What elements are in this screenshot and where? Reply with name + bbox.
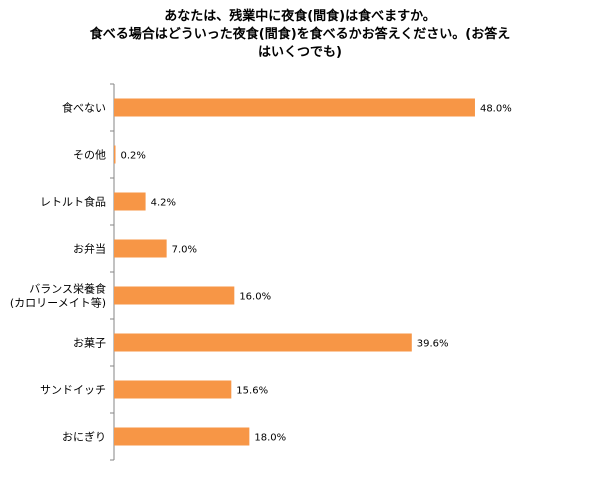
bar (114, 145, 116, 164)
bar (114, 333, 412, 352)
value-label: 0.2% (121, 151, 146, 162)
bar (114, 192, 146, 211)
category-label: バランス栄養食 (29, 282, 106, 296)
value-label: 16.0% (239, 292, 271, 303)
bar (114, 427, 250, 446)
chart-title-line-1: あなたは、残業中に夜食(間食)は食べますか。 (164, 9, 436, 24)
value-label: 15.6% (236, 386, 268, 397)
chart-title: あなたは、残業中に夜食(間食)は食べますか。 食べる場合はどういった夜食(間食)… (40, 8, 560, 62)
bar (114, 98, 475, 117)
category-label: 食べない (62, 101, 106, 115)
category-label: (カロリーメイト等) (10, 296, 106, 310)
bars-layer: 48.0% 食べない 0.2% その他 4.2% レトルト食品 7.0% お弁当 16.0% バラ… (10, 83, 512, 461)
bar (114, 286, 235, 305)
value-label: 7.0% (172, 245, 197, 256)
category-label: おにぎり (62, 430, 106, 444)
category-label: サンドイッチ (40, 384, 106, 397)
value-label: 48.0% (480, 104, 512, 115)
value-label: 39.6% (417, 339, 449, 350)
value-label: 4.2% (151, 198, 176, 209)
category-label: その他 (73, 149, 106, 162)
category-label: レトルト食品 (40, 195, 106, 209)
value-label: 18.0% (254, 433, 286, 444)
bar (114, 380, 232, 399)
category-label: お弁当 (73, 242, 106, 256)
bar (114, 239, 167, 258)
category-label: お菓子 (73, 337, 106, 350)
chart-title-line-2: 食べる場合はどういった夜食(間食)を食べるかお答えください。(お答え (89, 27, 511, 42)
chart-title-line-3: はいくつでも) (258, 45, 342, 60)
